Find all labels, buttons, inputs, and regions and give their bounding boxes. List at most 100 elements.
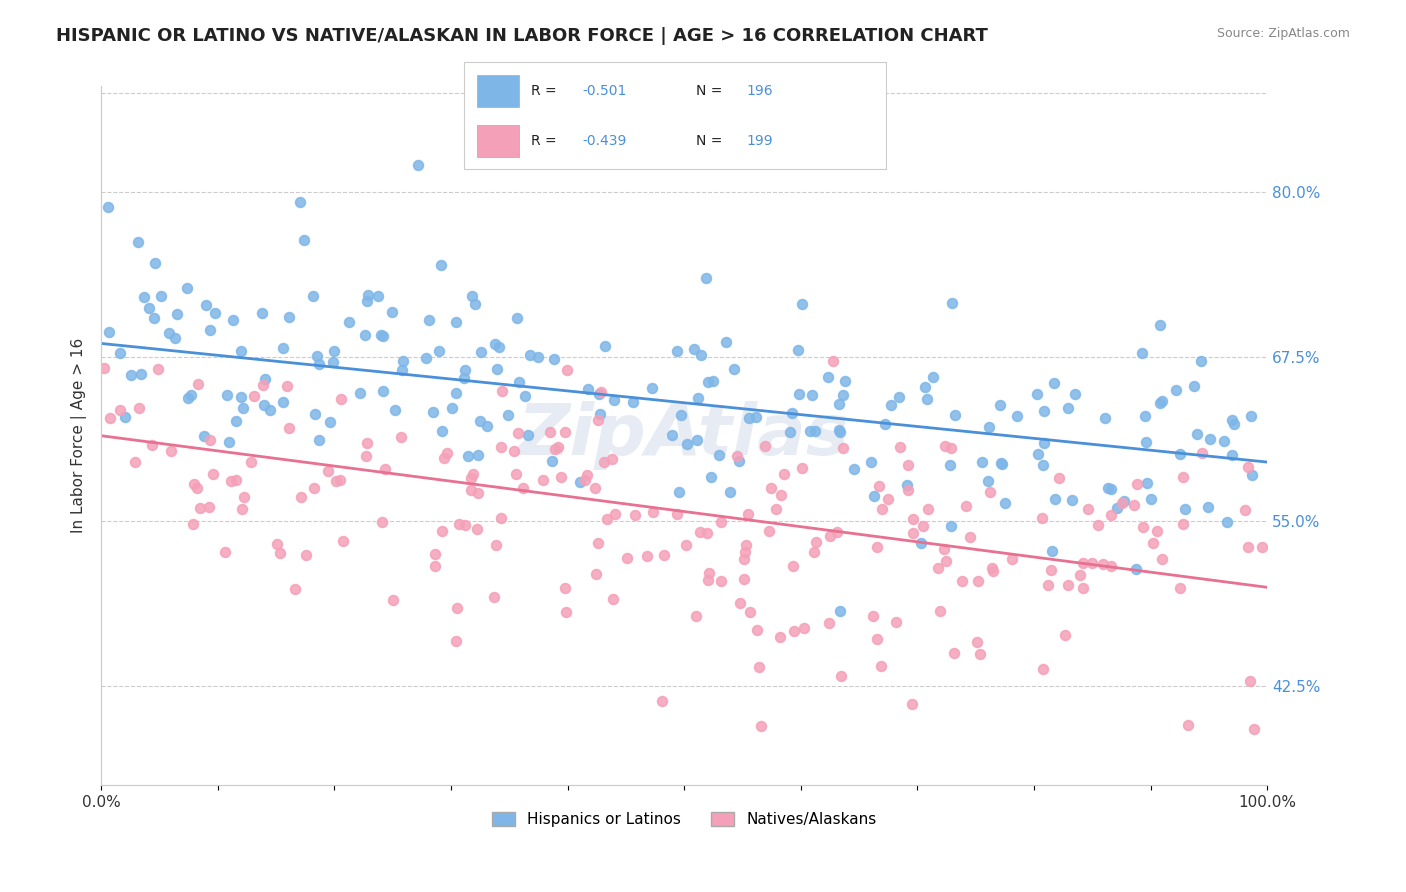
Point: [828, 425, 851, 439]
Point: [316, 464, 339, 478]
Point: [696, 376, 718, 390]
Text: -0.501: -0.501: [582, 85, 627, 98]
Point: [589, 407, 612, 421]
Point: [143, 256, 166, 270]
Text: 196: 196: [747, 85, 773, 98]
Point: [765, 501, 787, 516]
Point: [159, 443, 181, 458]
Point: [665, 507, 688, 521]
Point: [1028, 447, 1050, 461]
Point: [232, 490, 254, 504]
Point: [801, 387, 824, 401]
Point: [110, 346, 132, 360]
Point: [1107, 500, 1129, 515]
Point: [193, 428, 215, 442]
Point: [1223, 417, 1246, 431]
Point: [512, 481, 534, 495]
Point: [356, 435, 378, 450]
Point: [124, 455, 146, 469]
Point: [675, 538, 697, 552]
Point: [869, 659, 891, 673]
Point: [198, 323, 221, 337]
Point: [574, 473, 596, 487]
Point: [901, 512, 924, 526]
Point: [146, 362, 169, 376]
Point: [1036, 577, 1059, 591]
Point: [821, 354, 844, 368]
Point: [269, 545, 291, 559]
Point: [576, 468, 599, 483]
Point: [555, 606, 578, 620]
Point: [165, 331, 187, 345]
Point: [517, 428, 540, 442]
Point: [93, 360, 115, 375]
Point: [990, 456, 1012, 470]
Point: [977, 474, 1000, 488]
Point: [676, 437, 699, 451]
Point: [276, 379, 298, 393]
Point: [114, 409, 136, 424]
Point: [1239, 674, 1261, 689]
Point: [927, 561, 949, 575]
Point: [1001, 552, 1024, 566]
Point: [464, 297, 486, 311]
Point: [769, 488, 792, 502]
Point: [470, 344, 492, 359]
Point: [1099, 482, 1122, 496]
Point: [127, 235, 149, 250]
Point: [1135, 435, 1157, 450]
Point: [641, 505, 664, 519]
Point: [914, 379, 936, 393]
Point: [603, 507, 626, 521]
Point: [308, 357, 330, 371]
Point: [356, 294, 378, 309]
Point: [873, 417, 896, 432]
Point: [1150, 393, 1173, 408]
Point: [259, 402, 281, 417]
Point: [710, 515, 733, 529]
Point: [922, 370, 945, 384]
Point: [877, 491, 900, 506]
Point: [793, 621, 815, 635]
Point: [818, 529, 841, 543]
Point: [415, 351, 437, 366]
Point: [294, 548, 316, 562]
Point: [485, 362, 508, 376]
Point: [603, 392, 626, 407]
Point: [686, 433, 709, 447]
Point: [254, 372, 277, 386]
Point: [994, 496, 1017, 510]
Point: [831, 441, 853, 455]
Point: [322, 355, 344, 369]
Point: [304, 407, 326, 421]
Point: [508, 375, 530, 389]
Point: [436, 446, 458, 460]
Point: [804, 535, 827, 549]
Point: [787, 387, 810, 401]
Point: [654, 548, 676, 562]
Point: [406, 158, 429, 172]
Point: [583, 481, 606, 495]
Point: [229, 390, 252, 404]
Point: [621, 395, 644, 409]
Point: [349, 385, 371, 400]
Point: [773, 467, 796, 482]
Point: [180, 387, 202, 401]
Point: [1239, 409, 1261, 423]
Point: [733, 552, 755, 566]
Point: [453, 370, 475, 384]
Point: [737, 411, 759, 425]
Point: [787, 343, 810, 358]
Point: [825, 524, 848, 539]
Point: [955, 500, 977, 514]
Point: [1130, 345, 1153, 359]
Point: [623, 508, 645, 523]
Point: [636, 549, 658, 563]
Point: [942, 646, 965, 660]
Point: [966, 635, 988, 649]
Point: [97, 200, 120, 214]
Point: [222, 312, 245, 326]
Point: [465, 522, 488, 536]
Point: [1233, 503, 1256, 517]
Point: [422, 405, 444, 419]
